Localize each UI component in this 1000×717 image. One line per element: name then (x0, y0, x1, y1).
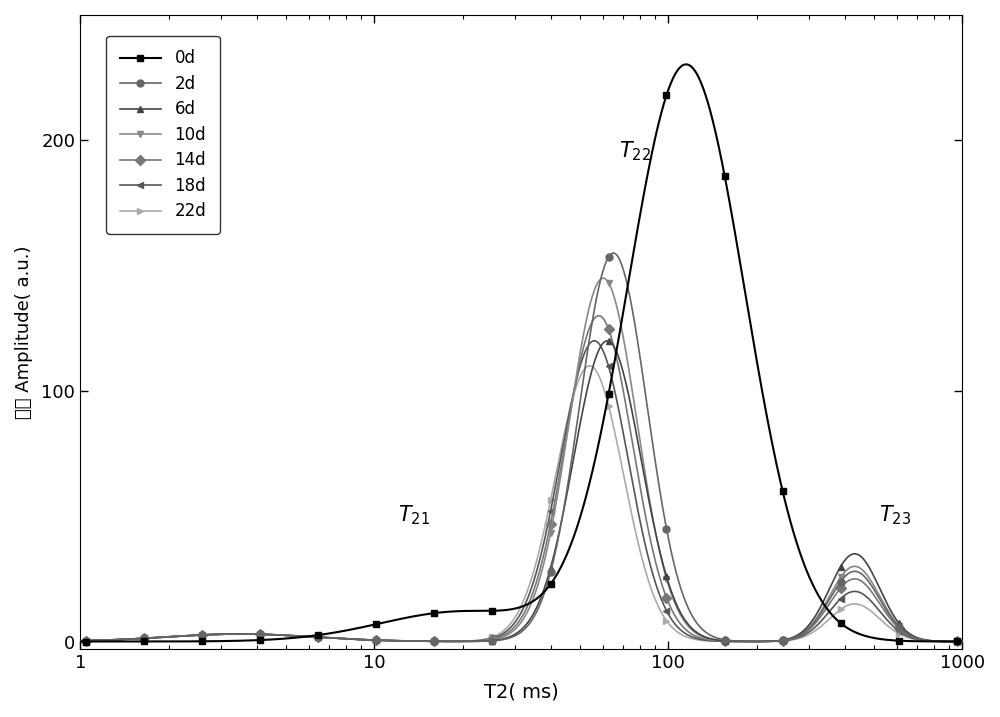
2d (451, 637, 463, 646)
6d (451, 637, 463, 646)
14d (939, 637, 951, 646)
18d (175, 632, 187, 640)
Line: 18d: 18d (77, 337, 966, 645)
2d (175, 632, 187, 640)
14d (227, 630, 239, 638)
6d (227, 630, 239, 638)
0d (175, 637, 187, 646)
6d (956, 637, 968, 646)
6d (74, 637, 86, 645)
10d (227, 630, 239, 638)
2d (227, 630, 239, 638)
22d (844, 600, 856, 609)
18d (956, 637, 968, 646)
10d (939, 637, 951, 646)
18d (451, 637, 463, 645)
Text: $\it{T}_{22}$: $\it{T}_{22}$ (619, 140, 651, 163)
X-axis label: T2( ms): T2( ms) (484, 683, 559, 702)
Line: 14d: 14d (77, 312, 966, 645)
6d (413, 637, 425, 645)
0d (413, 611, 425, 619)
0d (680, 60, 692, 69)
6d (844, 551, 856, 559)
6d (601, 336, 613, 345)
22d (939, 637, 951, 646)
Text: $\it{T}_{21}$: $\it{T}_{21}$ (398, 503, 429, 527)
Line: 22d: 22d (77, 362, 966, 645)
22d (584, 361, 596, 370)
18d (227, 630, 239, 638)
2d (74, 637, 86, 645)
10d (597, 274, 609, 282)
0d (844, 625, 856, 634)
Line: 10d: 10d (77, 275, 966, 645)
14d (844, 576, 856, 584)
14d (413, 637, 425, 645)
Line: 2d: 2d (77, 250, 966, 645)
2d (956, 637, 968, 646)
22d (227, 630, 239, 638)
2d (607, 249, 619, 257)
10d (451, 637, 463, 646)
0d (74, 637, 86, 646)
18d (844, 588, 856, 597)
0d (227, 637, 239, 645)
10d (175, 632, 187, 640)
18d (413, 637, 425, 645)
10d (413, 637, 425, 645)
18d (588, 336, 600, 345)
14d (451, 637, 463, 646)
Legend: 0d, 2d, 6d, 10d, 14d, 18d, 22d: 0d, 2d, 6d, 10d, 14d, 18d, 22d (106, 36, 220, 234)
2d (844, 568, 856, 576)
6d (939, 637, 951, 646)
Line: 0d: 0d (77, 61, 966, 645)
22d (956, 637, 968, 646)
Text: $\it{T}_{23}$: $\it{T}_{23}$ (879, 503, 911, 527)
0d (956, 637, 968, 646)
14d (956, 637, 968, 646)
2d (413, 637, 425, 645)
18d (939, 637, 951, 646)
Y-axis label: 振幅 Amplitude( a.u.): 振幅 Amplitude( a.u.) (15, 245, 33, 419)
10d (956, 637, 968, 646)
2d (939, 637, 951, 646)
14d (74, 637, 86, 645)
22d (175, 632, 187, 640)
18d (74, 637, 86, 645)
0d (939, 637, 951, 646)
22d (74, 637, 86, 645)
14d (593, 311, 605, 320)
22d (451, 637, 463, 645)
Line: 6d: 6d (77, 337, 966, 645)
14d (175, 632, 187, 640)
22d (413, 637, 425, 645)
0d (451, 607, 463, 615)
10d (74, 637, 86, 645)
10d (844, 563, 856, 571)
6d (175, 632, 187, 640)
